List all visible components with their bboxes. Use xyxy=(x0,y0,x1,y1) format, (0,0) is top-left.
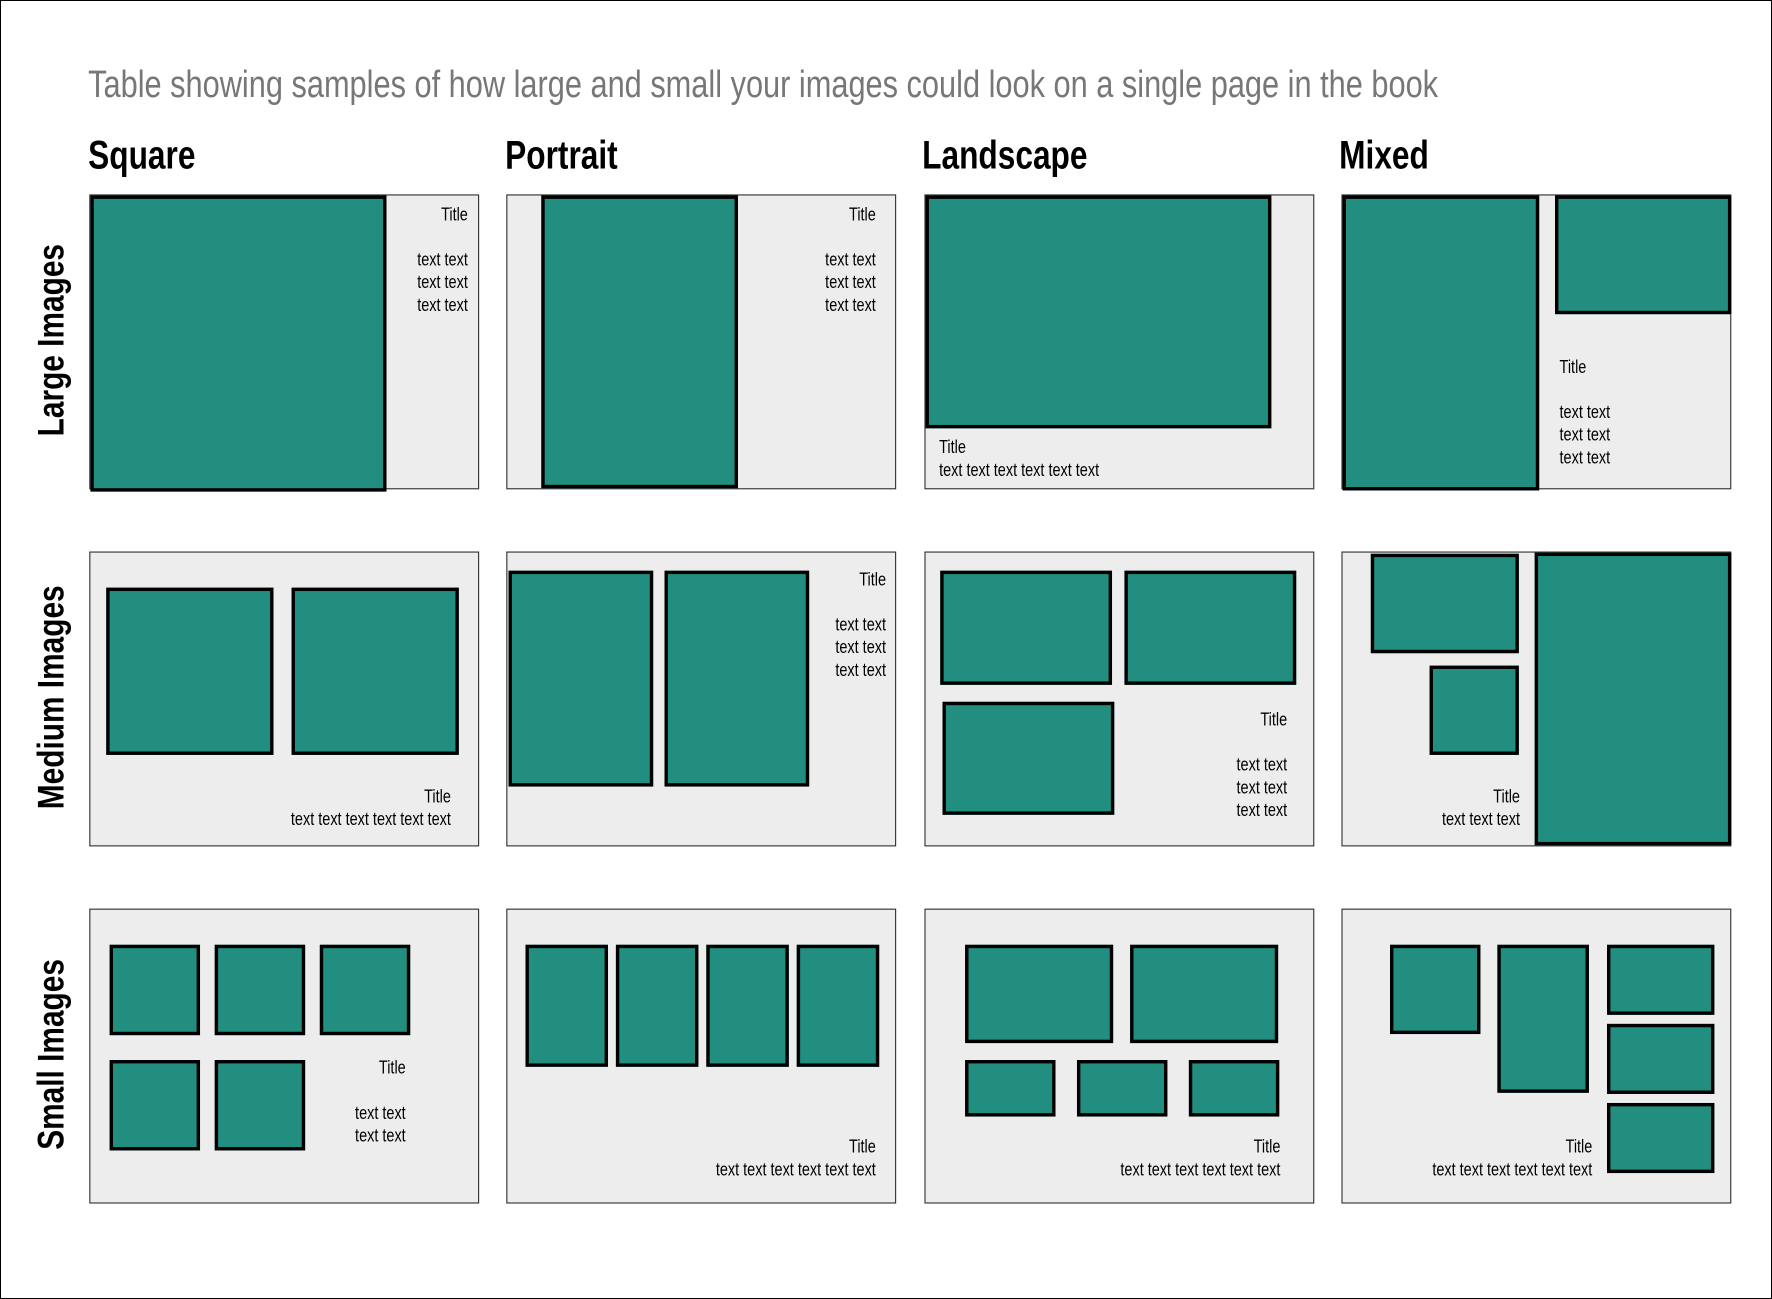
caption-line: text text text text text text xyxy=(1120,1160,1281,1180)
column-header-square: Square xyxy=(88,133,196,178)
row-label-small: Small Images xyxy=(29,959,72,1150)
image-placeholder xyxy=(1607,944,1715,1015)
image-placeholder xyxy=(319,944,411,1036)
image-placeholder xyxy=(508,570,654,787)
caption-title: Title xyxy=(1493,787,1520,807)
image-placeholder xyxy=(291,587,459,755)
image-placeholder xyxy=(1130,944,1279,1044)
image-placeholder xyxy=(214,1060,306,1151)
image-placeholder xyxy=(109,1060,201,1151)
image-placeholder xyxy=(90,195,387,492)
caption-title: Title xyxy=(1253,1138,1281,1158)
image-placeholder xyxy=(1534,552,1732,846)
image-placeholder xyxy=(796,944,880,1067)
column-header-landscape: Landscape xyxy=(922,133,1088,178)
image-placeholder xyxy=(925,195,1272,429)
caption-spacer xyxy=(605,227,876,250)
caption-spacer xyxy=(134,1080,405,1103)
row-label-medium: Medium Images xyxy=(29,585,72,810)
caption-line: text text text text text text xyxy=(939,461,1100,481)
image-placeholder xyxy=(1497,944,1589,1093)
image-placeholder xyxy=(1390,944,1481,1035)
caption-title: Title xyxy=(849,1138,876,1158)
caption-line: text text xyxy=(835,661,886,681)
image-placeholder xyxy=(664,570,810,787)
image-placeholder xyxy=(214,944,306,1036)
caption-block: Title text text text text text text xyxy=(939,437,1099,482)
row-label-large: Large Images xyxy=(29,243,72,437)
caption-block: Title text text text text text text xyxy=(615,570,886,683)
caption-block: Title text text text text text text xyxy=(1321,1137,1592,1182)
caption-block: Title text text text text text text xyxy=(605,205,876,318)
caption-line: text text xyxy=(417,273,468,293)
caption-title: Title xyxy=(1260,710,1288,731)
caption-line: text text xyxy=(1559,403,1611,423)
caption-title: Title xyxy=(859,570,886,590)
caption-line: text text xyxy=(1559,448,1611,468)
caption-line: text text xyxy=(1559,426,1611,446)
image-placeholder xyxy=(1076,1060,1168,1117)
caption-title: Title xyxy=(424,787,451,807)
image-placeholder xyxy=(109,944,201,1036)
column-header-mixed: Mixed xyxy=(1339,133,1429,178)
caption-line: text text text text text text xyxy=(1432,1160,1593,1180)
caption-line: text text xyxy=(417,296,468,316)
caption-line: text text text text text text xyxy=(290,810,451,830)
caption-line: text text xyxy=(825,250,876,271)
caption-block: Title text text text text text text xyxy=(1016,710,1288,823)
caption-line: text text text xyxy=(1441,810,1520,830)
caption-block: Title text text text text text text xyxy=(1009,1137,1280,1182)
caption-line: text text xyxy=(835,615,886,636)
caption-title: Title xyxy=(1565,1138,1593,1158)
image-placeholder xyxy=(541,195,738,489)
caption-title: Title xyxy=(849,205,876,225)
image-placeholder xyxy=(106,587,274,755)
image-placeholder xyxy=(1370,553,1519,654)
caption-block: Title text text text text text text xyxy=(197,205,468,318)
column-header-portrait: Portrait xyxy=(505,133,618,178)
image-placeholder xyxy=(965,1060,1056,1117)
image-placeholder xyxy=(1342,195,1540,491)
image-placeholder xyxy=(942,701,1115,815)
caption-block: Title text text text xyxy=(1249,787,1520,832)
caption-line: text text xyxy=(355,1104,406,1124)
caption-spacer xyxy=(1560,380,1611,403)
caption-line: text text xyxy=(1236,756,1288,776)
caption-line: text text text text text text xyxy=(715,1160,876,1180)
image-placeholder xyxy=(706,944,789,1067)
image-placeholder xyxy=(940,570,1113,685)
caption-title: Title xyxy=(939,438,966,458)
caption-spacer xyxy=(1016,732,1287,755)
image-placeholder xyxy=(1607,1102,1715,1174)
caption-spacer xyxy=(615,592,886,615)
image-placeholder xyxy=(1555,195,1732,315)
caption-title: Title xyxy=(378,1058,406,1079)
image-placeholder xyxy=(1607,1023,1715,1094)
caption-title: Title xyxy=(441,205,468,225)
caption-title: Title xyxy=(1559,358,1587,378)
caption-block: Title text text text text text text xyxy=(180,787,451,832)
page-title: Table showing samples of how large and s… xyxy=(88,63,1439,107)
caption-line: text text xyxy=(417,250,468,271)
caption-spacer xyxy=(197,227,468,250)
caption-line: text text xyxy=(825,296,876,316)
caption-block: Title text text text text text text xyxy=(605,1137,876,1182)
caption-line: text text xyxy=(1236,778,1288,798)
image-placeholder xyxy=(525,944,608,1067)
caption-line: text text xyxy=(1236,801,1288,821)
image-placeholder xyxy=(1188,1060,1280,1117)
image-placeholder xyxy=(965,944,1114,1044)
caption-line: text text xyxy=(825,273,876,293)
image-placeholder xyxy=(615,944,699,1067)
caption-block: Title text text text text xyxy=(134,1058,406,1148)
caption-line: text text xyxy=(355,1126,406,1146)
caption-block: Title text text text text text text xyxy=(1560,357,1611,470)
caption-line: text text xyxy=(835,638,886,658)
image-placeholder xyxy=(1429,665,1519,755)
image-placeholder xyxy=(1124,570,1297,685)
